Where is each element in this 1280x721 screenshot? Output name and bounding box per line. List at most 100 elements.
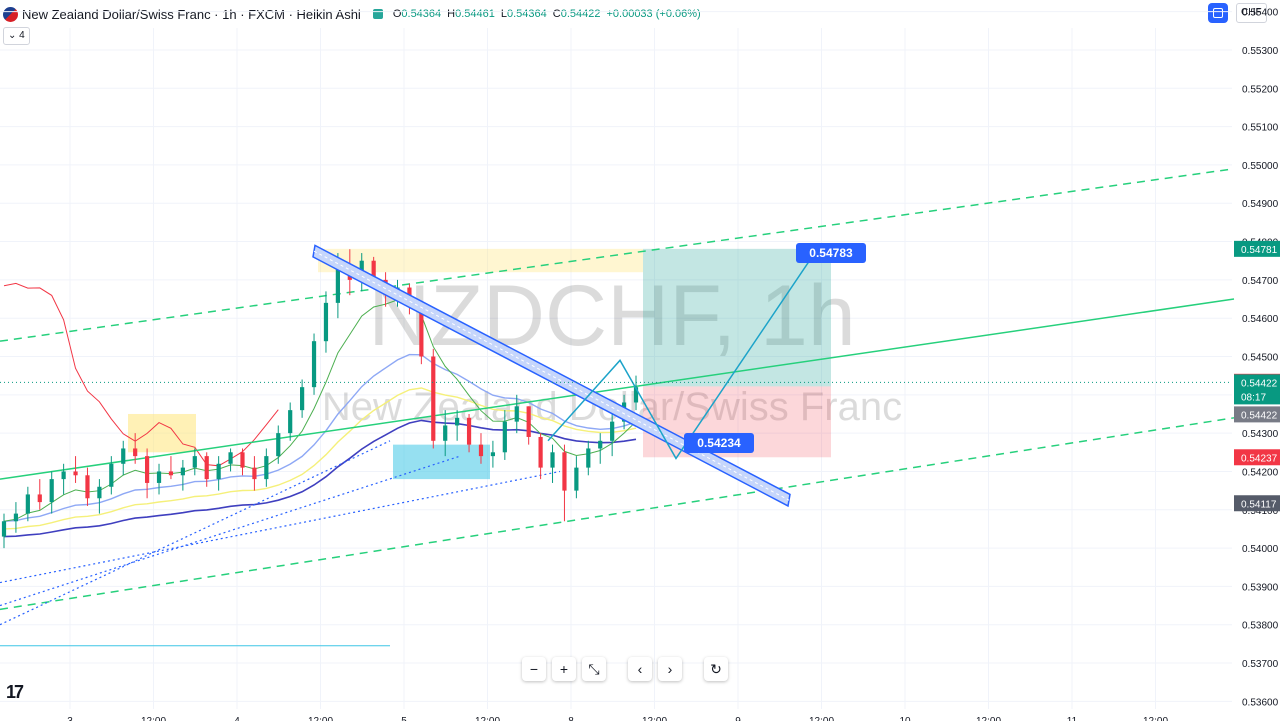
- candle-body: [466, 417, 472, 445]
- fan-line: [0, 455, 461, 607]
- candle-body: [216, 463, 221, 480]
- price-badge-level: [1234, 495, 1280, 512]
- candle-body: [598, 440, 603, 449]
- candle-body: [335, 264, 340, 303]
- candle-body: [455, 417, 460, 426]
- candle-body: [240, 452, 245, 468]
- reset-scale-button[interactable]: ⤡: [582, 657, 606, 681]
- symbol-title[interactable]: New Zealand Dollar/Swiss Franc · 1h · FX…: [22, 6, 361, 22]
- price-tick-label: 0.55200: [1242, 84, 1279, 95]
- square-icon: [1213, 8, 1223, 18]
- ma-light-blue: [3, 353, 637, 522]
- price-tick-label: 0.53900: [1242, 582, 1279, 593]
- candle-body: [443, 425, 448, 441]
- candle-body: [633, 387, 639, 403]
- candle-body: [192, 456, 197, 468]
- price-badge-prev: [1234, 406, 1280, 423]
- price-tick-label: 0.53800: [1242, 621, 1279, 632]
- candle-body: [538, 436, 543, 468]
- ohlc-high: H0.54461: [447, 8, 495, 20]
- projection-zigzag: [547, 247, 819, 460]
- candle-body: [73, 471, 78, 476]
- price-badge-label-target: 0.54781: [1241, 245, 1278, 256]
- scroll-forward-button[interactable]: ›: [658, 657, 682, 681]
- currency-selector[interactable]: CHF: [1236, 3, 1267, 23]
- nzd-chf-flag-icon: [3, 6, 18, 22]
- time-tick-label: 12:00: [308, 716, 333, 721]
- candle-body: [180, 467, 185, 476]
- candle-body: [276, 433, 281, 457]
- candle-body: [514, 406, 519, 422]
- candle-body: [502, 421, 507, 453]
- price-badge-label-level: 0.54117: [1241, 499, 1277, 510]
- candle-body: [526, 406, 531, 437]
- price-tick-label: 0.54700: [1242, 276, 1279, 287]
- zoom-out-button[interactable]: −: [522, 657, 546, 681]
- candle-body: [1, 521, 7, 537]
- reset-chart-button[interactable]: ↻: [704, 657, 728, 681]
- demand-zone-cyan: [393, 444, 490, 480]
- candles: [1, 249, 639, 549]
- candle-body: [204, 456, 209, 480]
- screenshot-tool-button[interactable]: [1208, 3, 1228, 23]
- candle-body: [574, 467, 579, 491]
- candle-body: [419, 306, 424, 357]
- entry-label: 0.54234: [697, 436, 741, 450]
- trend-line-mid: [0, 298, 1235, 480]
- market-status-icon: [372, 9, 383, 19]
- entry-label-box: [684, 433, 754, 453]
- price-tick-label: 0.55000: [1242, 161, 1279, 172]
- price-axis: 0.53600 0.53700 0.53800 0.53900 0.54000 0.541…: [1234, 8, 1280, 708]
- price-tick-label: 0.54000: [1242, 544, 1279, 555]
- price-tick-label: 0.55100: [1242, 123, 1279, 134]
- price-tick-label: 0.54500: [1242, 353, 1279, 364]
- fan-line: [0, 440, 391, 626]
- time-tick-label: 12:00: [141, 716, 166, 721]
- candle-body: [586, 448, 591, 468]
- time-tick-label: 12:00: [1143, 716, 1168, 721]
- time-tick-label: 12:00: [475, 716, 500, 721]
- price-tick-label: 0.55300: [1242, 46, 1279, 57]
- candle-body: [13, 513, 19, 522]
- long-profit-zone: [643, 248, 831, 387]
- candle-body: [550, 452, 555, 468]
- ohlc-low: L0.54364: [500, 8, 547, 20]
- candle-body: [562, 452, 567, 491]
- candle-body: [490, 452, 496, 457]
- scroll-back-button[interactable]: ‹: [628, 657, 652, 681]
- descending-channel: [312, 244, 791, 508]
- price-badge-stop: [1234, 449, 1280, 466]
- candle-body: [323, 302, 329, 342]
- candle-body: [300, 387, 305, 411]
- price-badge-last: [1234, 374, 1280, 391]
- candle-body: [228, 452, 233, 464]
- price-tick-label: 0.54300: [1242, 429, 1279, 440]
- time-tick-label: 12:00: [809, 716, 834, 721]
- candle-body: [311, 341, 317, 388]
- time-tick-label: 11: [1067, 716, 1078, 721]
- time-axis: 3 12:00 4 12:00 5 12:00 8 12:00 9 12:00 10 12:00 11 1…: [67, 716, 1168, 721]
- price-tick-label: 0.53600: [1242, 697, 1279, 708]
- price-badge-label-stop: 0.54237: [1241, 453, 1278, 464]
- zoom-in-button[interactable]: +: [552, 657, 576, 681]
- candle-body: [109, 463, 114, 487]
- price-badge-label-prev: 0.54422: [1241, 410, 1278, 421]
- candle-body: [37, 494, 42, 503]
- candle-body: [97, 486, 102, 499]
- target-label-box: [796, 243, 866, 263]
- price-badge-countdown: [1234, 388, 1280, 405]
- trend-line-upper: [0, 168, 1235, 342]
- price-tick-label: 0.54600: [1242, 314, 1279, 325]
- supply-zone: [318, 248, 643, 273]
- trend-line-lower: [0, 417, 1235, 611]
- candle-body: [288, 410, 293, 434]
- price-badge-label-countdown: 08:17: [1241, 392, 1266, 403]
- candle-body: [61, 471, 66, 480]
- indicators-collapse-button[interactable]: ⌄ 4: [3, 27, 30, 45]
- price-badge-target: [1234, 240, 1280, 257]
- ohlc-change: +0.00033 (+0.06%): [606, 8, 701, 20]
- candle-body: [610, 421, 615, 441]
- candle-body: [121, 448, 126, 464]
- chart-navigation-bar: − + ⤡ ‹ › ↻: [522, 657, 728, 681]
